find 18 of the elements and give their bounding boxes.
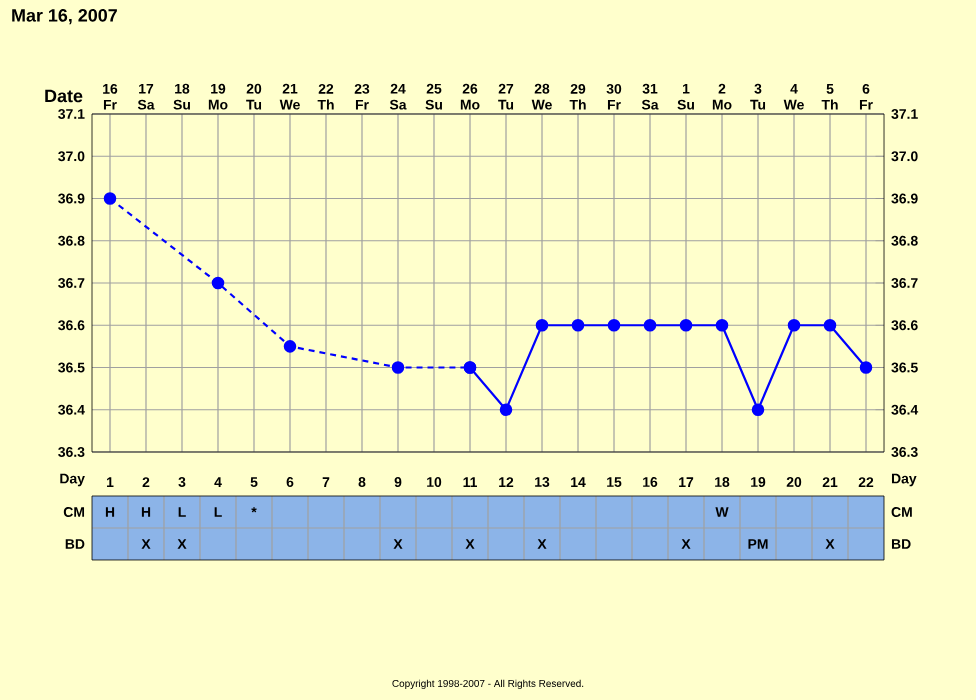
point — [499, 403, 513, 417]
point — [751, 403, 765, 417]
point — [211, 276, 225, 290]
chart-title: Mar 16, 2007 — [12, 9, 117, 25]
point — [787, 318, 801, 332]
point — [859, 361, 873, 374]
point — [571, 318, 585, 332]
point — [103, 192, 117, 205]
point — [463, 361, 477, 374]
x-axis-title: Date — [45, 89, 83, 103]
point — [607, 318, 621, 332]
point — [679, 318, 693, 332]
point — [643, 318, 657, 332]
point — [283, 340, 297, 353]
point — [535, 318, 549, 332]
point — [823, 318, 837, 332]
point — [391, 361, 405, 374]
point — [715, 318, 729, 332]
